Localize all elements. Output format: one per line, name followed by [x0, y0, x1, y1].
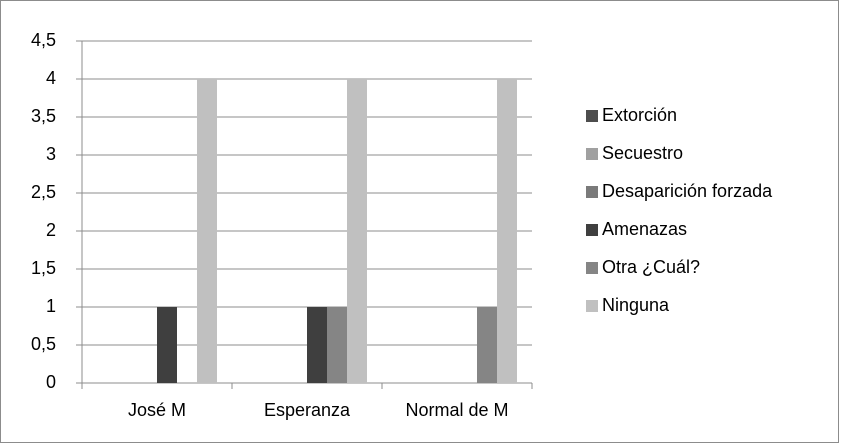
legend-swatch	[586, 224, 598, 236]
bar	[477, 307, 497, 383]
x-tick-label: José M	[128, 400, 186, 420]
y-tick-label: 0	[46, 372, 56, 392]
y-tick-label: 1,5	[31, 258, 56, 278]
y-tick-label: 2,5	[31, 182, 56, 202]
legend-swatch	[586, 262, 598, 274]
y-tick-label: 3	[46, 144, 56, 164]
y-tick-label: 4,5	[31, 30, 56, 50]
bar	[327, 307, 347, 383]
legend-swatch	[586, 186, 598, 198]
y-tick-label: 1	[46, 296, 56, 316]
bar	[347, 79, 367, 383]
legend-swatch	[586, 300, 598, 312]
legend-label: Amenazas	[602, 219, 687, 239]
legend-label: Ninguna	[602, 295, 670, 315]
legend-label: Otra ¿Cuál?	[602, 257, 700, 277]
bar	[307, 307, 327, 383]
y-tick-label: 0,5	[31, 334, 56, 354]
y-tick-label: 3,5	[31, 106, 56, 126]
legend-label: Secuestro	[602, 143, 683, 163]
bar	[497, 79, 517, 383]
y-tick-label: 4	[46, 68, 56, 88]
legend-swatch	[586, 110, 598, 122]
x-tick-label: Normal de M	[405, 400, 508, 420]
legend-label: Desaparición forzada	[602, 181, 773, 201]
x-tick-label: Esperanza	[264, 400, 351, 420]
legend-label: Extorción	[602, 105, 677, 125]
bar	[197, 79, 217, 383]
y-tick-label: 2	[46, 220, 56, 240]
bar	[157, 307, 177, 383]
legend-swatch	[586, 148, 598, 160]
